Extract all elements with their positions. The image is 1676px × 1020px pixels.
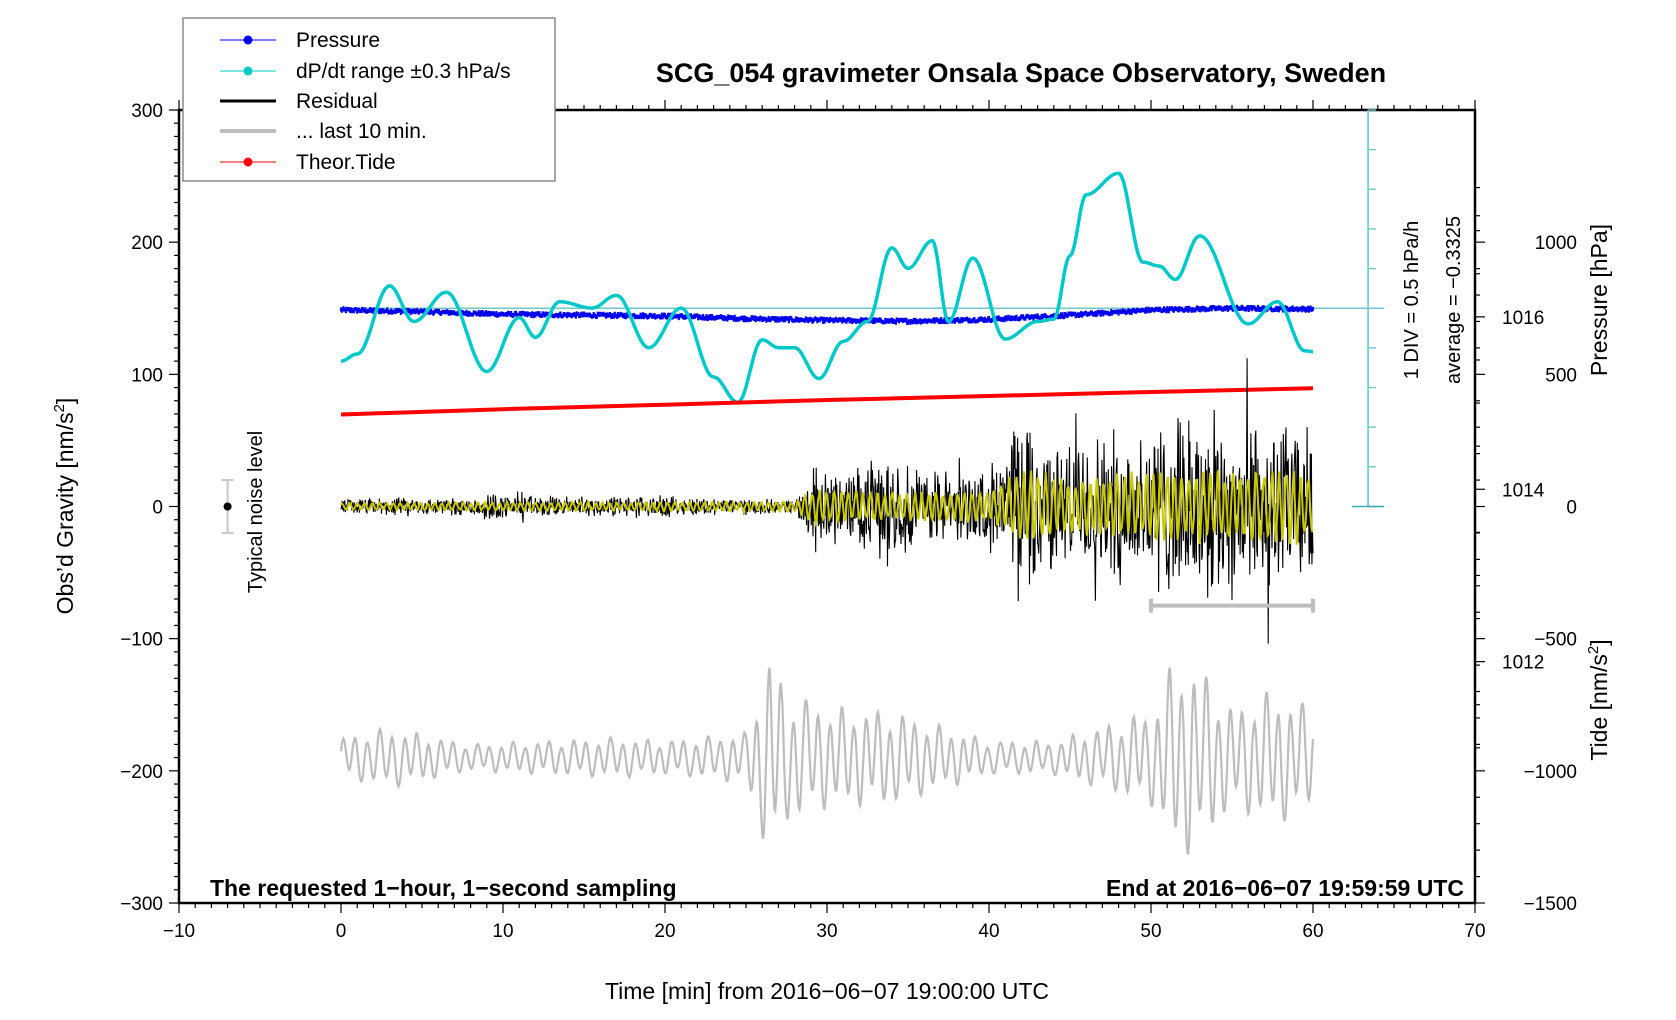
y-axis-ticks: −300 −200 −100 0 100 200 300 [120, 101, 179, 915]
tide-tick-label: −1000 [1524, 762, 1577, 783]
legend-swatch-dot [243, 66, 253, 76]
dpdt-average-label: average = −0.3325 [1443, 216, 1465, 384]
pressure-tick-label: 1016 [1502, 308, 1544, 329]
chart-title: SCG_054 gravimeter Onsala Space Observat… [656, 58, 1386, 88]
pressure-tick-label: 1012 [1502, 653, 1544, 674]
legend-label: ... last 10 min. [296, 120, 427, 143]
x-tick-label: 30 [816, 921, 837, 942]
tide-axis-title: Tide [nm/s2] [1585, 639, 1612, 760]
noise-level-label: Typical noise level [245, 431, 267, 593]
tide-tick-label: −1500 [1524, 894, 1577, 915]
right-axis-ticks: 1012 1014 1016 −1500 −1000 −500 0 500 1000 [1475, 186, 1577, 915]
x-tick-label: 70 [1464, 921, 1485, 942]
legend-label: Residual [296, 90, 378, 113]
legend-swatch-dot [243, 35, 253, 45]
y-tick-label: −200 [120, 762, 163, 783]
legend-label: Pressure [296, 29, 380, 52]
pressure-series [339, 304, 1315, 325]
dpdt-series [340, 171, 1314, 405]
right-note: End at 2016−06−07 19:59:59 UTC [1106, 875, 1464, 901]
residual-smoothed-series [340, 470, 1314, 545]
x-tick-label: −10 [163, 921, 195, 942]
x-tick-label: 10 [492, 921, 513, 942]
pressure-tick-label: 1014 [1502, 480, 1545, 501]
tide-tick-label: 500 [1545, 365, 1577, 386]
pressure-axis-title: Pressure [hPa] [1586, 224, 1612, 376]
y-tick-label: −100 [120, 630, 163, 651]
legend-label: Theor.Tide [296, 151, 396, 174]
y-tick-label: 0 [152, 498, 163, 519]
last10-series [339, 667, 1315, 856]
x-tick-label: 40 [978, 921, 999, 942]
tide-series [340, 386, 1314, 417]
legend-swatch-dot [243, 157, 253, 167]
x-axis-title: Time [min] from 2016−06−07 19:00:00 UTC [605, 978, 1049, 1004]
y-tick-label: −300 [120, 894, 163, 915]
legend: Pressure dP/dt range ±0.3 hPa/s Residual..… [220, 29, 511, 174]
dpdt-div-label: 1 DIV = 0.5 hPa/h [1401, 221, 1423, 379]
series-layer [339, 171, 1315, 856]
left-note: The requested 1−hour, 1−second sampling [210, 875, 677, 901]
x-tick-label: 20 [654, 921, 675, 942]
y-tick-label: 200 [131, 233, 163, 254]
x-tick-label: 50 [1140, 921, 1161, 942]
x-tick-label: 60 [1302, 921, 1323, 942]
y-axis-title: Obs’d Gravity [nm/s2] [51, 398, 78, 615]
tide-tick-label: −500 [1534, 630, 1577, 651]
y-tick-label: 300 [131, 101, 163, 122]
tide-tick-label: 0 [1566, 498, 1577, 519]
legend-label: dP/dt range ±0.3 hPa/s [296, 60, 511, 83]
x-tick-label: 0 [336, 921, 347, 942]
noise-level-marker [221, 479, 234, 534]
tide-tick-label: 1000 [1535, 233, 1577, 254]
noise-point [223, 502, 232, 511]
y-tick-label: 100 [131, 365, 163, 386]
